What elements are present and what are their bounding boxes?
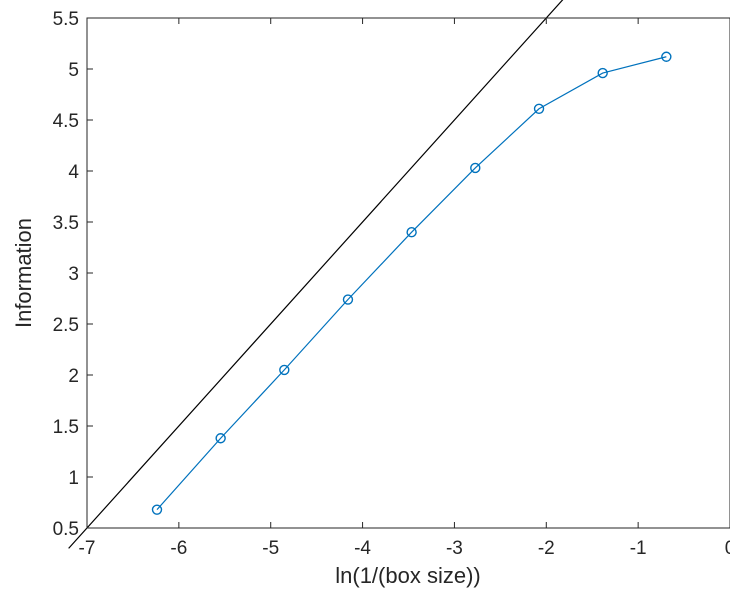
y-tick-label: 3.5 <box>53 213 79 234</box>
x-tick-label: -7 <box>79 538 96 559</box>
y-tick-label: 4 <box>68 162 79 183</box>
data-point <box>279 364 290 376</box>
y-tick-label: 2 <box>68 366 79 387</box>
data-point <box>597 67 608 79</box>
data-point <box>661 51 672 62</box>
y-tick-label: 5 <box>68 60 79 81</box>
x-ticks: -7 -6 -5 -4 -3 -2 -1 0 <box>79 18 730 559</box>
data-point <box>406 226 417 238</box>
data-point <box>151 504 163 515</box>
series-layer <box>68 0 672 549</box>
x-tick-label: -3 <box>446 538 463 559</box>
y-tick-label: 5.5 <box>53 9 79 30</box>
data-point <box>342 294 354 305</box>
y-tick-label: 1 <box>68 468 79 489</box>
x-axis-label: ln(1/(box size)) <box>335 563 480 588</box>
series-line <box>156 56 667 511</box>
x-tick-label: 0 <box>725 538 730 559</box>
y-tick-label: 0.5 <box>53 519 79 540</box>
plot-area-background <box>87 18 730 528</box>
reference-line <box>68 0 564 549</box>
y-tick-label: 3 <box>68 264 79 285</box>
y-axis-label: Information <box>11 218 36 328</box>
data-point <box>470 162 481 174</box>
x-tick-label: -5 <box>262 538 279 559</box>
y-tick-label: 4.5 <box>53 111 79 132</box>
x-tick-label: -4 <box>354 538 371 559</box>
y-tick-label: 2.5 <box>53 315 79 336</box>
data-point <box>533 103 545 114</box>
x-tick-label: -1 <box>630 538 647 559</box>
y-tick-label: 1.5 <box>53 417 79 438</box>
x-tick-label: -2 <box>538 538 555 559</box>
data-point <box>215 433 226 444</box>
y-ticks: 0.5 1 1.5 2 2.5 3 3.5 4 4.5 5 5.5 <box>53 9 93 540</box>
x-tick-label: -6 <box>170 538 187 559</box>
